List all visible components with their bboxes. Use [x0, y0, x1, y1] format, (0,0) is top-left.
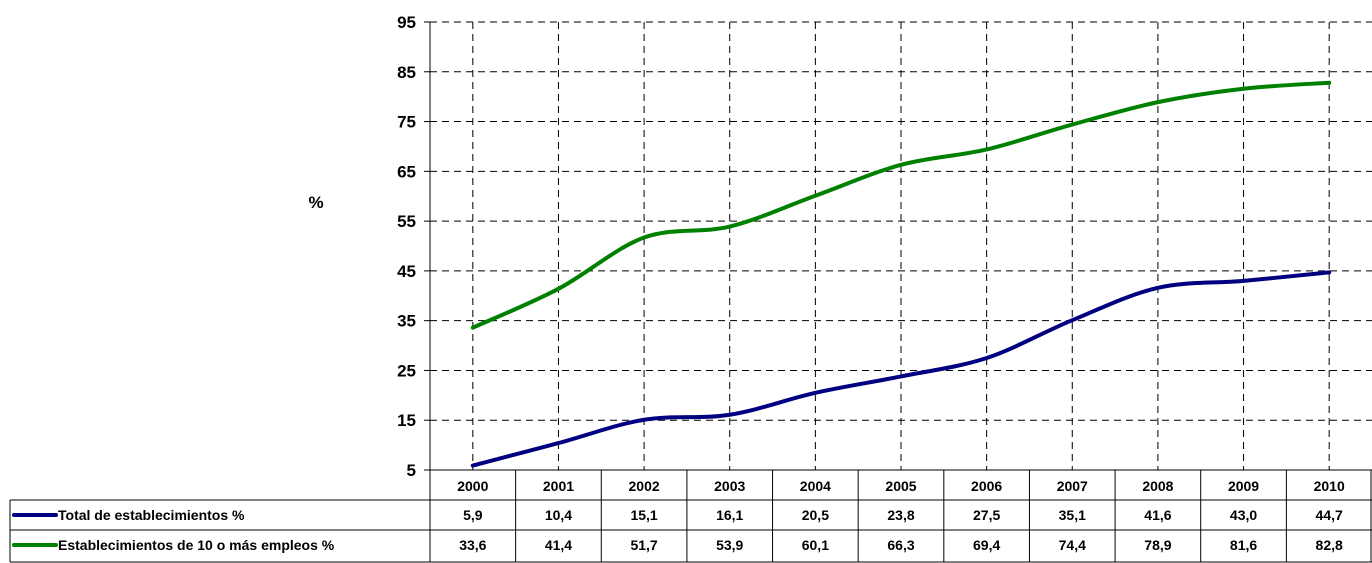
legend-label: Total de establecimientos %: [58, 507, 245, 523]
y-tick-label: 25: [397, 361, 416, 380]
series-line-2: [470, 80, 1332, 330]
x-category-label: 2002: [629, 478, 660, 494]
x-category-label: 2010: [1314, 478, 1345, 494]
x-category-label: 2009: [1228, 478, 1259, 494]
data-table-cell: 16,1: [716, 507, 743, 523]
x-category-label: 2001: [543, 478, 574, 494]
data-table-cell: 81,6: [1230, 537, 1257, 553]
data-table-cell: 44,7: [1316, 507, 1343, 523]
y-tick-label: 65: [397, 162, 416, 181]
data-table-cell: 51,7: [630, 537, 657, 553]
y-axis-label: %: [308, 193, 323, 212]
legend-label: Establecimientos de 10 o más empleos %: [58, 537, 335, 553]
series-lines: [470, 80, 1332, 468]
data-table-cell: 27,5: [973, 507, 1000, 523]
data-table-cell: 10,4: [545, 507, 572, 523]
data-table-cell: 66,3: [887, 537, 914, 553]
data-table-cell: 78,9: [1144, 537, 1171, 553]
x-category-label: 2004: [800, 478, 831, 494]
x-category-label: 2005: [885, 478, 916, 494]
data-table-cell: 82,8: [1316, 537, 1343, 553]
x-category-label: 2006: [971, 478, 1002, 494]
data-table-cell: 15,1: [630, 507, 657, 523]
y-tick-label: 85: [397, 63, 416, 82]
y-tick-label: 75: [397, 113, 416, 132]
y-tick-label: 45: [397, 262, 416, 281]
data-table-cell: 53,9: [716, 537, 743, 553]
y-tick-label: 95: [397, 13, 416, 32]
data-table-cell: 74,4: [1059, 537, 1086, 553]
data-table-cell: 43,0: [1230, 507, 1257, 523]
data-table-cell: 41,4: [545, 537, 572, 553]
y-tick-label: 55: [397, 212, 416, 231]
series-line-1: [470, 270, 1332, 468]
data-table-cell: 23,8: [887, 507, 914, 523]
data-table-cell: 41,6: [1144, 507, 1171, 523]
x-category-label: 2007: [1057, 478, 1088, 494]
data-table-cell: 69,4: [973, 537, 1000, 553]
x-category-label: 2003: [714, 478, 745, 494]
data-table-cell: 20,5: [802, 507, 829, 523]
data-table-cell: 33,6: [459, 537, 486, 553]
data-table-cell: 35,1: [1059, 507, 1086, 523]
data-table-cell: 5,9: [463, 507, 483, 523]
x-category-label: 2008: [1142, 478, 1173, 494]
x-category-label: 2000: [457, 478, 488, 494]
y-tick-label: 5: [407, 461, 416, 480]
y-tick-label: 15: [397, 411, 416, 430]
y-tick-label: 35: [397, 312, 416, 331]
y-axis-ticks: 95 85 75 65 55 45 35 25 15 5: [397, 13, 416, 480]
data-table-cell: 60,1: [802, 537, 829, 553]
data-table: 2000 2001 2002 2003 2004 2005 2006 2007 2008 2009…: [9, 469, 1372, 563]
